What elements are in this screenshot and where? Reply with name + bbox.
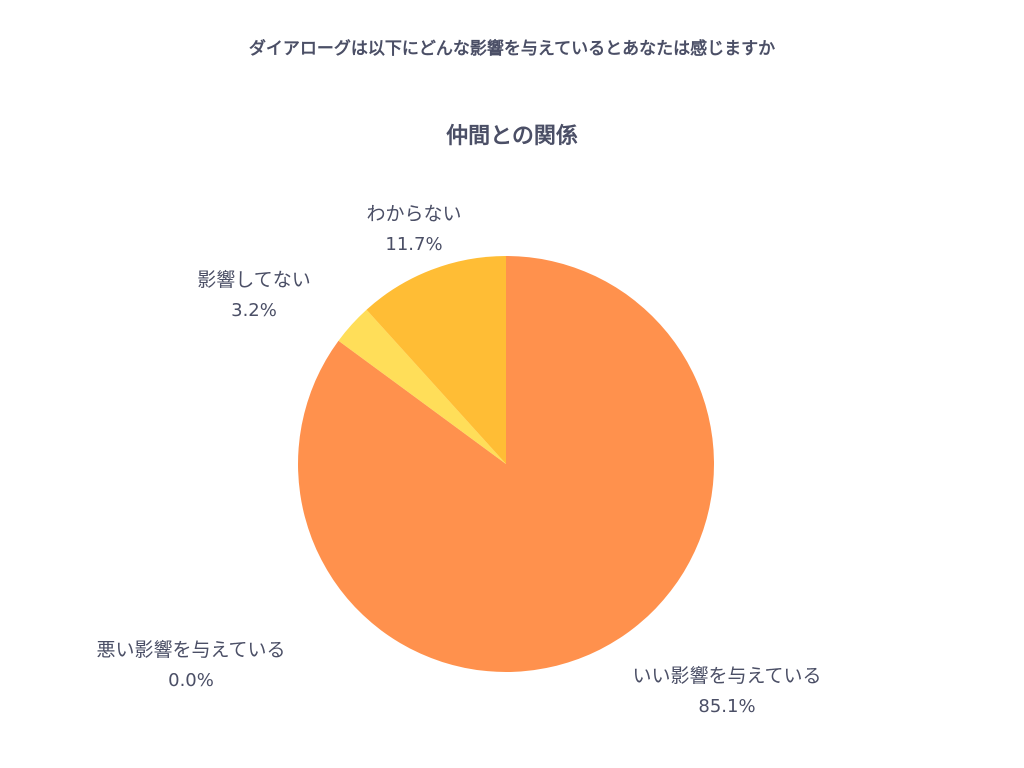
slice-label: いい影響を与えている <box>632 665 821 687</box>
pie-slice <box>298 256 715 672</box>
pie-slice <box>338 309 506 464</box>
slice-value-label: 0.0% <box>168 670 214 691</box>
chart-title: 仲間との関係 <box>446 124 578 149</box>
slice-label: 影響してない <box>197 269 310 291</box>
slice-label: 悪い影響を与えている <box>96 639 285 661</box>
slice-value-label: 11.7% <box>385 234 442 255</box>
survey-question: ダイアローグは以下にどんな影響を与えているとあなたは感じますか <box>248 39 776 59</box>
slice-label: わからない <box>366 203 461 225</box>
pie-slice <box>366 256 506 464</box>
slice-value-label: 85.1% <box>698 696 755 717</box>
slice-value-label: 3.2% <box>231 300 277 321</box>
